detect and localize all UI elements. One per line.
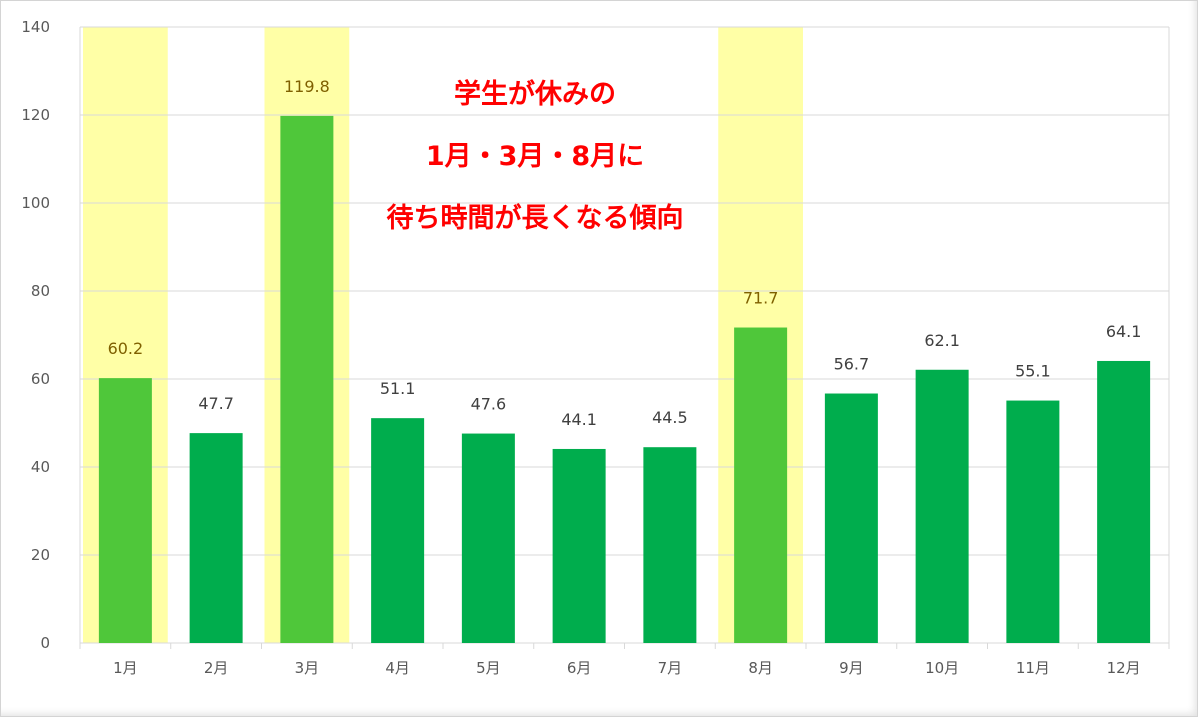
x-tick-label: 6月 [567, 659, 592, 677]
y-tick-label: 80 [31, 282, 50, 300]
data-label: 60.2 [108, 339, 144, 358]
bar [98, 378, 152, 643]
x-tick-label: 9月 [839, 659, 864, 677]
y-tick-label: 140 [21, 18, 50, 36]
annotation-text: 学生が休みの [454, 78, 616, 110]
data-label: 62.1 [924, 331, 960, 350]
y-tick-label: 100 [21, 194, 50, 212]
data-label: 119.8 [284, 77, 330, 96]
data-label: 71.7 [743, 289, 779, 308]
annotation-text: 1月・3月・8月に [426, 141, 644, 172]
x-tick-label: 7月 [658, 659, 683, 677]
data-label: 55.1 [1015, 362, 1051, 381]
y-tick-label: 0 [40, 634, 50, 652]
x-tick-label: 12月 [1107, 659, 1141, 677]
bar [1006, 400, 1060, 643]
data-label: 47.7 [198, 394, 234, 413]
bar [552, 448, 606, 643]
x-tick-label: 2月 [204, 659, 229, 677]
x-tick-label: 3月 [295, 659, 320, 677]
y-tick-label: 20 [31, 546, 50, 564]
x-tick-label: 11月 [1016, 659, 1050, 677]
x-tick-label: 10月 [925, 659, 959, 677]
bar [734, 327, 788, 643]
data-label: 44.5 [652, 408, 688, 427]
y-tick-label: 60 [31, 370, 50, 388]
bar [461, 433, 515, 643]
x-tick-label: 8月 [748, 659, 773, 677]
bar [280, 115, 334, 643]
bar [915, 369, 969, 643]
x-tick-label: 1月 [113, 659, 138, 677]
data-label: 56.7 [834, 355, 870, 374]
bar [371, 418, 425, 643]
bar [189, 433, 243, 643]
data-label: 51.1 [380, 379, 416, 398]
bar [824, 393, 878, 643]
bar [643, 447, 697, 643]
x-tick-label: 4月 [385, 659, 410, 677]
data-label: 44.1 [561, 410, 597, 429]
data-label: 64.1 [1106, 322, 1142, 341]
bar [1097, 360, 1151, 643]
y-tick-label: 120 [21, 106, 50, 124]
data-label: 47.6 [471, 395, 507, 414]
x-tick-label: 5月 [476, 659, 501, 677]
y-tick-label: 40 [31, 458, 50, 476]
annotation-text: 待ち時間が長くなる傾向 [387, 202, 684, 234]
